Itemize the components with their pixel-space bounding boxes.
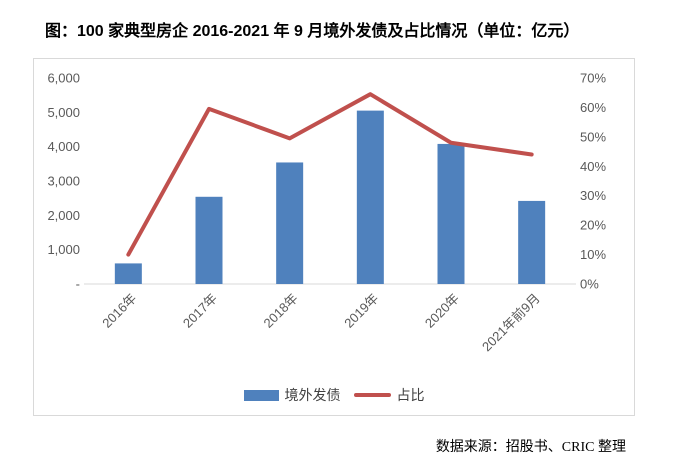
left-axis-tick-label: -	[76, 277, 80, 292]
bar-2016年	[114, 263, 142, 284]
chart-title: 图：100 家典型房企 2016-2021 年 9 月境外发债及占比情况（单位：…	[45, 23, 580, 40]
x-axis-label: 2021年前9月	[479, 291, 543, 355]
legend-item-bar-series: 境外发债	[243, 385, 341, 405]
bar-series-swatch-icon	[243, 389, 279, 401]
left-axis-tick-label: 2,000	[47, 208, 80, 223]
right-axis-tick-label: 20%	[580, 218, 606, 233]
left-axis-tick-label: 1,000	[47, 242, 80, 257]
x-axis-label: 2016年	[99, 291, 139, 331]
x-axis-label: 2019年	[341, 291, 381, 331]
left-axis-tick-label: 6,000	[47, 71, 80, 86]
line-series-swatch-icon	[353, 393, 391, 397]
right-axis-tick-label: 60%	[580, 100, 606, 115]
right-axis-tick-label: 70%	[580, 71, 606, 86]
right-axis-tick-label: 10%	[580, 247, 606, 262]
right-axis-tick-label: 40%	[580, 159, 606, 174]
legend-label-line-series: 占比	[396, 387, 425, 403]
chart-frame: - 1,000 2,000 3,000 4,000 5,000 6,000 0% 10% 20% 3…	[33, 58, 635, 416]
bar-2019年	[356, 110, 384, 284]
bar-2018年	[276, 162, 304, 284]
x-axis-label: 2018年	[261, 291, 301, 331]
x-axis-label: 2017年	[180, 291, 220, 331]
left-axis-tick-label: 3,000	[47, 174, 80, 189]
data-source-note: 数据来源：招股书、CRIC 整理	[435, 440, 626, 455]
bar-2017年	[195, 196, 223, 284]
left-axis-tick-label: 5,000	[47, 105, 80, 120]
right-axis-tick-label: 50%	[580, 129, 606, 144]
bar-2021年前9月	[518, 200, 546, 284]
x-axis-label: 2020年	[422, 291, 462, 331]
right-axis-tick-label: 30%	[580, 188, 606, 203]
combo-chart-plot: - 1,000 2,000 3,000 4,000 5,000 6,000 0% 10% 20% 3…	[47, 71, 606, 355]
chart-legend: 境外发债 占比	[34, 385, 634, 405]
legend-item-line-series: 占比	[353, 385, 425, 405]
right-axis-tick-label: 0%	[580, 277, 599, 292]
bar-2020年	[437, 143, 465, 284]
legend-label-bar-series: 境外发债	[284, 387, 341, 403]
left-axis-tick-label: 4,000	[47, 139, 80, 154]
line-series-path	[126, 92, 534, 257]
